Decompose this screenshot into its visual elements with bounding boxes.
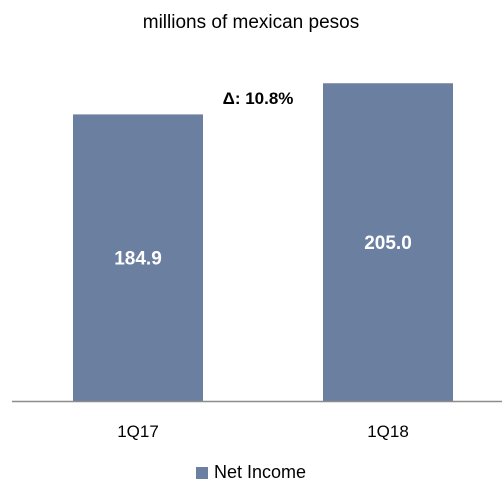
legend: Net Income: [0, 462, 502, 483]
delta-annotation: Δ: 10.8%: [223, 89, 294, 108]
x-tick-label-1q17: 1Q17: [117, 422, 159, 441]
chart-plot: 184.9 1Q17 205.0 1Q18 Δ: 10.8%: [12, 83, 502, 441]
bar-1q18: [323, 83, 453, 401]
x-tick-label-1q18: 1Q18: [367, 422, 409, 441]
legend-swatch-net-income: [195, 466, 208, 479]
legend-label-net-income: Net Income: [213, 462, 307, 482]
chart-title: millions of mexican pesos: [142, 12, 360, 33]
bar-1q17: [73, 114, 203, 401]
data-label-1q18: 205.0: [364, 233, 412, 254]
data-label-1q17: 184.9: [114, 249, 162, 270]
